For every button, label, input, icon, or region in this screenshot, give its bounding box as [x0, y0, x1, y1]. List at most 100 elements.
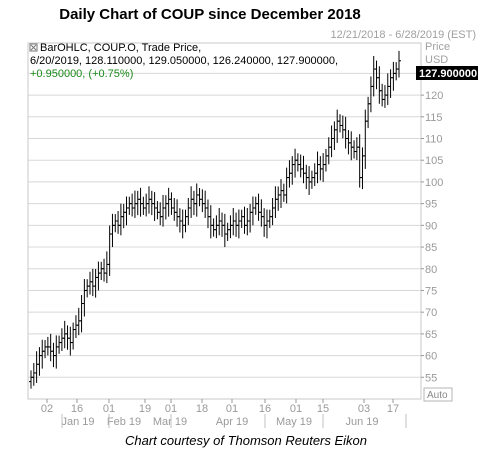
ohlc-bar [51, 342, 56, 368]
ohlc-bar [59, 328, 64, 352]
ohlc-bar [264, 209, 269, 239]
ohlc-bar [104, 251, 109, 284]
ohlc-bar [391, 61, 396, 91]
ohlc-bar [234, 212, 239, 237]
y-tick-label: 95 [425, 199, 437, 211]
ohlc-bar [71, 322, 76, 350]
ohlc-bar [144, 193, 149, 217]
y-tick-label: 80 [425, 264, 437, 276]
ohlc-bar [281, 183, 286, 202]
x-tick-label: 16 [71, 403, 83, 415]
ohlc-bar [385, 73, 390, 106]
ohlc-bar [124, 196, 129, 226]
gridlines [28, 72, 421, 378]
ohlc-bar [113, 214, 118, 233]
ohlc-bar [163, 195, 168, 220]
ohlc-bar [245, 207, 250, 236]
ohlc-bar [368, 76, 373, 113]
ohlc-bar [194, 183, 199, 217]
y-axis: 556065707580859095100105110115120125 [421, 68, 443, 384]
ohlc-bar [253, 196, 258, 215]
ohlc-bar [37, 347, 42, 376]
ohlc-bar [68, 326, 73, 356]
y-tick-label: 90 [425, 220, 437, 232]
y-tick-label: 70 [425, 307, 437, 319]
ohlc-bar [161, 194, 166, 227]
ohlc-bar [138, 187, 143, 217]
ohlc-bar [180, 209, 185, 239]
ohlc-bar [343, 116, 348, 149]
ohlc-bar [340, 115, 345, 139]
chart-title: Daily Chart of COUP since December 2018 [59, 6, 361, 23]
x-tick-label: 02 [41, 403, 53, 415]
ohlc-bar [40, 339, 45, 369]
ohlc-bar [87, 271, 92, 295]
y-tick-label: 115 [425, 112, 443, 124]
ohlc-bar [166, 187, 171, 217]
ohlc-bar [29, 370, 33, 389]
ohlc-bar [307, 166, 312, 195]
x-tick-label: 17 [387, 403, 399, 415]
ohlc-bar [270, 197, 275, 226]
ohlc-bar [295, 153, 300, 172]
x-tick-label: 19 [139, 403, 151, 415]
ohlc-bar [248, 203, 253, 233]
ohlc-bar [200, 189, 205, 213]
ohlc-bar [208, 205, 213, 239]
ohlc-bar [172, 197, 177, 221]
ohlc-bar [321, 153, 326, 182]
ohlc-bar [262, 208, 267, 237]
ohlc-bar [110, 213, 115, 248]
ohlc-bar [349, 131, 354, 161]
ohlc-bar [312, 163, 317, 187]
ohlc-bar [366, 96, 371, 129]
legend: BarOHLC, COUP.O, Trade Price, 6/20/2019,… [29, 42, 338, 80]
y-tick-label: 120 [425, 90, 443, 102]
y-tick-label: 100 [425, 177, 443, 189]
ohlc-bar [256, 193, 261, 221]
x-tick-label: 15 [317, 403, 329, 415]
ohlc-bar [335, 109, 340, 143]
y-tick-label: 55 [425, 372, 437, 384]
x-month-label: Mar 19 [153, 416, 187, 428]
auto-label[interactable]: Auto [427, 390, 448, 401]
x-tick-label: 01 [165, 403, 177, 415]
ohlc-chart: 556065707580859095100105110115120125 021… [27, 41, 478, 428]
ohlc-bar [90, 268, 95, 297]
legend-series-line: BarOHLC, COUP.O, Trade Price, [40, 42, 201, 54]
y-tick-label: 65 [425, 329, 437, 341]
ohlc-bar [360, 147, 365, 190]
y-tick-label: 105 [425, 155, 443, 167]
ohlc-bar [222, 213, 227, 248]
ohlc-bar [121, 203, 126, 229]
ohlc-bar [79, 295, 84, 333]
ohlc-bar [242, 206, 247, 234]
ohlc-bar [31, 362, 36, 386]
ohlc-bar [217, 207, 222, 236]
ohlc-bar [273, 186, 278, 218]
ohlc-bar [377, 66, 382, 104]
ohlc-bar [45, 336, 50, 356]
ohlc-bar [332, 121, 337, 151]
ohlc-bar [186, 197, 191, 226]
x-axis: 02 16 01 19 01 18 01 16 01 15 03 17 Jan 19 Feb 19 Mar … [41, 399, 407, 428]
x-tick-label: 01 [226, 403, 238, 415]
ohlc-bar [127, 196, 132, 215]
ohlc-bar [65, 325, 70, 350]
ohlc-bar [284, 167, 289, 204]
ohlc-bar [93, 268, 98, 298]
auto-scale-button[interactable]: Auto [423, 387, 453, 402]
y-tick-label: 60 [425, 351, 437, 363]
x-month-label: Apr 19 [216, 416, 248, 428]
ohlc-bar [354, 137, 359, 161]
ohlc-bar [141, 196, 146, 215]
ohlc-bar [189, 186, 194, 218]
ohlc-bar [394, 62, 399, 81]
ohlc-bars [29, 50, 401, 389]
ohlc-bar [228, 215, 233, 239]
ohlc-bar [287, 160, 292, 188]
x-month-label: Jan 19 [61, 416, 94, 428]
y-tick-label: 110 [425, 134, 443, 146]
ohlc-bar [298, 154, 303, 178]
ohlc-bar [309, 170, 314, 189]
